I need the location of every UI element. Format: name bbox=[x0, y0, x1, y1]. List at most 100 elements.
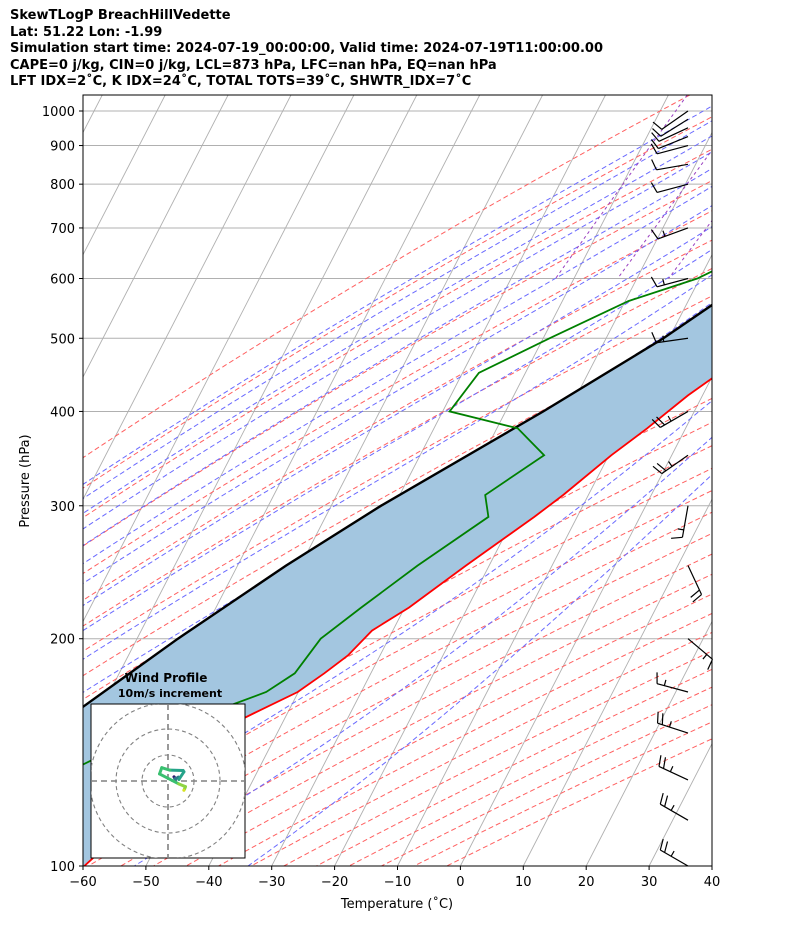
wind-barb-staff bbox=[681, 505, 689, 538]
moist-adiabat-line bbox=[83, 205, 712, 584]
wind-barb-half bbox=[662, 230, 666, 237]
y-tick-label: 100 bbox=[50, 860, 75, 875]
wind-barb bbox=[656, 711, 689, 734]
mixing-ratio-line bbox=[555, 95, 688, 279]
x-tick-label: −40 bbox=[195, 875, 222, 890]
wind-barb-full bbox=[658, 755, 662, 767]
wind-barb-half bbox=[669, 766, 674, 772]
cin-fill-area bbox=[83, 305, 712, 866]
wind-barb bbox=[651, 410, 689, 428]
x-tick-label: 10 bbox=[515, 875, 532, 890]
wind-barb-staff bbox=[659, 803, 689, 821]
moist-adiabat-line bbox=[83, 225, 712, 607]
wind-barb-half bbox=[677, 528, 684, 531]
wind-barb-staff bbox=[656, 144, 689, 155]
dry-adiabat-line bbox=[83, 445, 712, 790]
y-tick-label: 900 bbox=[50, 140, 75, 155]
title-cape-cin: CAPE=0 j/kg, CIN=0 j/kg, LCL=873 hPa, LF… bbox=[10, 57, 497, 73]
wind-barb-half bbox=[702, 654, 708, 660]
y-tick-label: 200 bbox=[50, 633, 75, 648]
isotherm-line bbox=[83, 95, 166, 256]
wind-barb-full bbox=[651, 159, 658, 171]
moist-adiabat-line bbox=[247, 473, 712, 866]
wind-barb-half bbox=[663, 679, 667, 686]
isotherm-line bbox=[208, 95, 606, 866]
wind-barb bbox=[650, 182, 689, 194]
wind-barb-half bbox=[670, 850, 675, 857]
x-tick-label: 0 bbox=[456, 875, 464, 890]
wind-barb-staff bbox=[687, 638, 713, 660]
hodograph-segment bbox=[158, 772, 181, 786]
y-tick-label: 1000 bbox=[42, 105, 75, 120]
x-tick-label: 20 bbox=[578, 875, 595, 890]
title-times: Simulation start time: 2024-07-19_00:00:… bbox=[10, 41, 603, 56]
isotherm-line bbox=[585, 620, 712, 866]
wind-barb-half bbox=[662, 278, 665, 285]
dry-adiabat-line bbox=[83, 116, 712, 489]
hodograph-inset: Wind Profile 10m/s increment bbox=[90, 671, 246, 859]
wind-barb bbox=[650, 136, 689, 150]
wind-barb-staff bbox=[658, 127, 689, 142]
title-station: SkewTLogP BreachHillVedette bbox=[10, 8, 231, 23]
wind-barb-full bbox=[651, 418, 661, 428]
wind-barb-staff bbox=[656, 163, 689, 171]
wind-barb-full bbox=[671, 536, 683, 539]
wind-barb-staff bbox=[659, 410, 689, 428]
wind-barb-full bbox=[664, 841, 669, 853]
title-location: Lat: 51.22 Lon: -1.99 bbox=[10, 24, 163, 40]
isotherm-line bbox=[397, 253, 712, 866]
wind-barb-full bbox=[692, 594, 702, 603]
dry-adiabat-line bbox=[120, 553, 712, 866]
wind-barb-staff bbox=[661, 110, 689, 130]
wind-barb bbox=[651, 332, 689, 344]
wind-barb-full bbox=[650, 276, 658, 288]
isotherm-line bbox=[83, 95, 292, 501]
isotherm-line bbox=[83, 95, 355, 623]
y-tick-label: 400 bbox=[50, 405, 75, 420]
wind-barb-half bbox=[668, 721, 672, 728]
wind-barb bbox=[650, 227, 689, 240]
wind-barb-staff bbox=[658, 136, 689, 150]
wind-barb bbox=[652, 118, 689, 137]
wind-barb-full bbox=[690, 589, 700, 598]
hodograph-subtitle: 10m/s increment bbox=[118, 687, 222, 700]
dry-adiabat-line bbox=[83, 180, 712, 547]
wind-barb-full bbox=[662, 757, 667, 769]
moist-adiabat-line bbox=[83, 105, 712, 486]
wind-barb-full bbox=[656, 711, 659, 724]
wind-barb bbox=[652, 110, 689, 130]
mixing-ratio-line bbox=[617, 149, 712, 279]
wind-barb-staff bbox=[656, 277, 689, 288]
wind-barb-full bbox=[650, 139, 659, 149]
y-tick-label: 700 bbox=[50, 222, 75, 237]
wind-barb-full bbox=[651, 132, 660, 142]
x-tick-label: −10 bbox=[384, 875, 411, 890]
isotherm-line bbox=[711, 865, 712, 866]
x-tick-label: −20 bbox=[321, 875, 348, 890]
hodograph-trace bbox=[158, 766, 187, 792]
y-tick-label: 600 bbox=[50, 272, 75, 287]
y-tick-label: 800 bbox=[50, 178, 75, 193]
wind-barb bbox=[651, 159, 689, 171]
y-axis-ticks: 100 200 300 400 500 600 700 800 900 1000 bbox=[42, 105, 83, 875]
x-axis-ticks: −60 −50 −40 −30 −20 −10 0 10 20 30 40 bbox=[69, 866, 720, 890]
mixing-ratio-line bbox=[770, 95, 794, 279]
x-tick-label: 40 bbox=[704, 875, 721, 890]
moist-adiabat-line bbox=[83, 185, 712, 565]
wind-barb-full bbox=[652, 465, 663, 475]
wind-barb-staff bbox=[687, 565, 703, 595]
dry-adiabat-line bbox=[83, 239, 712, 601]
dry-adiabat-line bbox=[83, 267, 712, 627]
wind-barb-full bbox=[656, 416, 666, 426]
wind-barb-staff bbox=[660, 118, 689, 137]
wind-barb-full bbox=[652, 121, 663, 130]
hodograph-grid bbox=[91, 704, 245, 858]
isotherm-line bbox=[522, 498, 712, 866]
wind-barb bbox=[652, 454, 689, 475]
x-tick-label: 30 bbox=[641, 875, 658, 890]
wind-barb-full bbox=[651, 332, 657, 343]
moist-adiabat-line bbox=[83, 167, 712, 547]
y-tick-label: 500 bbox=[50, 332, 75, 347]
wind-barb-full bbox=[650, 143, 658, 155]
